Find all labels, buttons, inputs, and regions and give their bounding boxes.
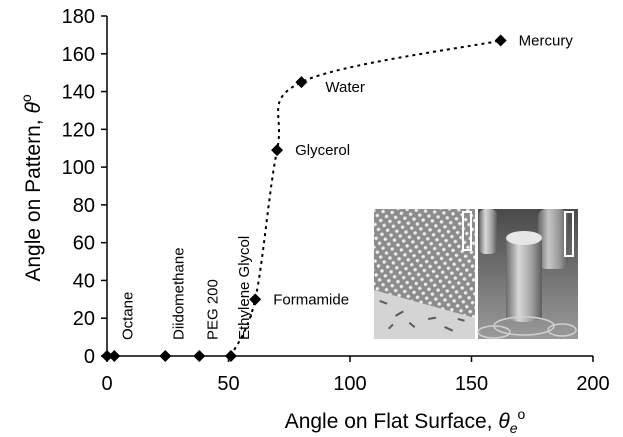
point-label: PEG 200 (204, 279, 221, 340)
x-axis-title-superscript: o (518, 406, 526, 422)
data-point (108, 350, 121, 362)
point-label: Mercury (519, 33, 574, 50)
y-tick-label: 80 (73, 195, 95, 217)
data-point (193, 350, 206, 362)
axis-ticks (101, 15, 594, 362)
data-point (159, 350, 172, 362)
y-tick-label: 160 (62, 44, 95, 66)
data-point (271, 144, 284, 157)
x-axis-title-text: Angle on Flat Surface, (285, 410, 499, 433)
y-tick-label: 180 (62, 6, 95, 28)
y-axis-title-symbol: θ (22, 102, 45, 114)
point-label: Glycerol (295, 142, 350, 159)
x-tick-label: 150 (455, 373, 488, 395)
data-point (101, 350, 113, 362)
point-label: Water (325, 79, 364, 96)
x-tick-label: 50 (217, 373, 239, 395)
sem-image-left (374, 209, 475, 339)
data-point (295, 76, 308, 89)
series-trend-line (230, 39, 501, 357)
series-layer: Octane Diidomethane PEG 200 Ethylene Glycol… (101, 33, 573, 362)
point-label: Octane (119, 292, 136, 340)
y-axis-title-superscript: o (18, 94, 34, 102)
y-tick-label: 0 (84, 346, 95, 368)
y-tick-label: 100 (62, 157, 95, 179)
y-axis-title-text: Angle on Pattern, (22, 114, 45, 282)
point-label: Diidomethane (170, 247, 187, 340)
y-tick-label: 120 (62, 119, 95, 141)
y-axis-title: Angle on Pattern, θo (18, 94, 45, 282)
x-tick-label: 0 (101, 373, 112, 395)
tick-labels: 0 50 100 150 200 0 20 40 60 80 100 120 140 160 180 (62, 6, 610, 395)
x-axis-title: Angle on Flat Surface, θeo (285, 406, 526, 436)
data-point (249, 293, 262, 306)
x-tick-label: 200 (576, 373, 609, 395)
y-tick-label: 20 (73, 308, 95, 330)
y-tick-label: 40 (73, 270, 95, 292)
y-tick-label: 140 (62, 82, 95, 104)
x-axis-title-symbol: θ (498, 410, 510, 433)
y-tick-label: 60 (73, 233, 95, 255)
x-axis-title-subscript: e (510, 420, 518, 436)
data-point (224, 350, 237, 362)
sem-inset (374, 209, 578, 339)
x-tick-label: 100 (333, 373, 366, 395)
point-label: Ethylene Glycol (236, 236, 253, 340)
point-label: Formamide (273, 291, 349, 308)
data-point (494, 34, 507, 47)
sem-image-right (477, 209, 578, 339)
